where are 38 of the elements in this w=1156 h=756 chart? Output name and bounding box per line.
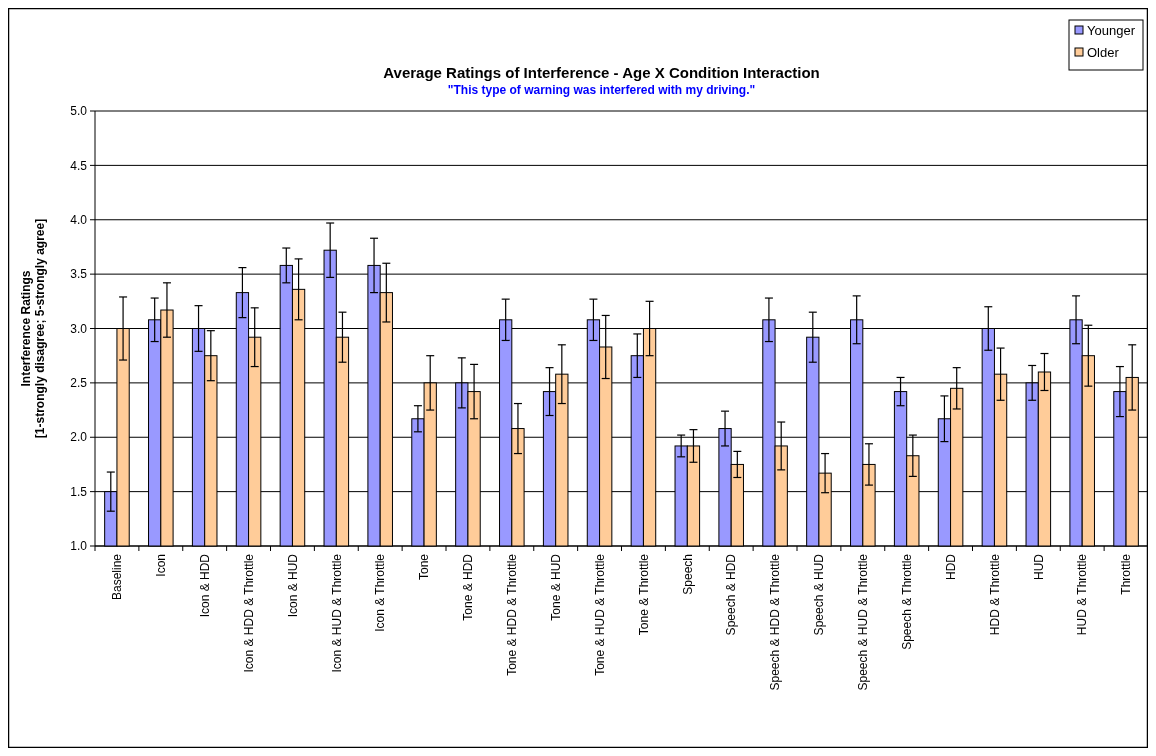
chart-subtitle: "This type of warning was interfered with my driving." xyxy=(447,83,756,97)
x-tick-label: Icon & HDD xyxy=(197,553,212,618)
x-tick-label: Baseline xyxy=(110,553,125,601)
x-tick-label: Tone xyxy=(417,553,432,581)
y-axis-title: Interference Ratings [1-strongly disagree; 5-strongly agree] xyxy=(19,218,47,439)
x-tick-label: Icon xyxy=(154,554,169,577)
y-tick-label: 4.0 xyxy=(70,212,88,227)
y-tick-label: 2.0 xyxy=(70,430,88,445)
x-tick-label: Icon & HUD xyxy=(285,553,300,618)
x-tick-label: Speech & HDD & Throttle xyxy=(768,553,783,691)
x-tick-label: Tone & Throttle xyxy=(636,553,651,636)
x-tick-label: Tone & HDD & Throttle xyxy=(505,553,520,676)
x-tick-label: Tone & HUD & Throttle xyxy=(592,553,607,676)
x-tick-label: HUD xyxy=(1031,553,1046,580)
x-tick-label: Speech & HDD xyxy=(724,553,739,636)
y-tick-label: 5.0 xyxy=(70,104,88,119)
x-tick-label: HUD & Throttle xyxy=(1075,553,1090,636)
x-tick-label: Speech xyxy=(680,554,695,595)
x-tick-label: HDD & Throttle xyxy=(987,553,1002,636)
x-tick-label: Throttle xyxy=(1119,553,1134,595)
x-tick-label: Tone & HUD xyxy=(548,553,563,621)
y-tick-label: 3.0 xyxy=(70,321,88,336)
y-tick-label: 4.5 xyxy=(70,158,88,173)
x-tick-label: HDD xyxy=(943,553,958,580)
x-tick-label: Speech & HUD xyxy=(812,553,827,636)
y-tick-label: 1.0 xyxy=(70,539,88,554)
x-tick-label: Speech & HUD & Throttle xyxy=(856,553,871,691)
y-tick-label: 3.5 xyxy=(70,267,88,282)
legend-label: Younger xyxy=(1087,22,1136,38)
x-tick-label: Tone & HDD xyxy=(461,553,476,621)
y-tick-label: 2.5 xyxy=(70,376,88,391)
y-tick-label: 1.5 xyxy=(70,484,88,499)
x-tick-label: Icon & Throttle xyxy=(373,553,388,632)
x-tick-label: Icon & HDD & Throttle xyxy=(241,553,256,673)
legend-label: Older xyxy=(1087,44,1120,60)
x-tick-label: Icon & HUD & Throttle xyxy=(329,553,344,673)
chart-title: Average Ratings of Interference - Age X Condition Interaction xyxy=(383,64,820,81)
x-tick-label: Speech & Throttle xyxy=(899,553,914,650)
